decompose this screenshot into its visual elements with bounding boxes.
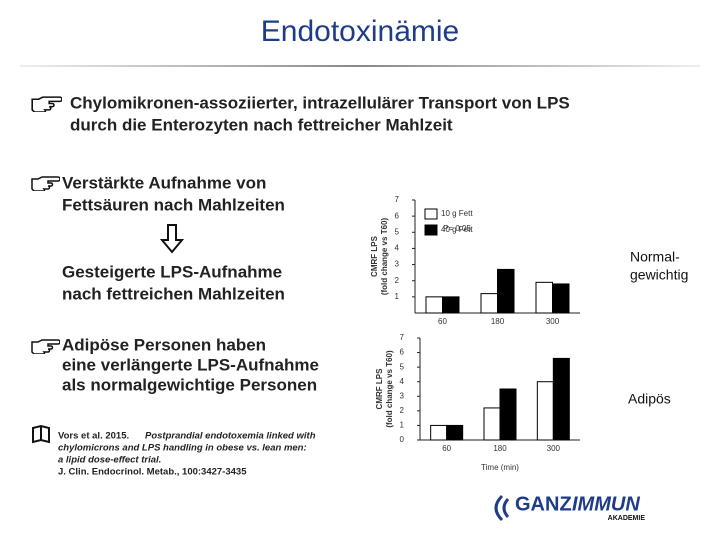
legend-label: 40 g Fett [441, 225, 473, 234]
bullet-text: eine verlängerte LPS-Aufnahme [62, 355, 319, 374]
y-tick-label: 2 [400, 406, 405, 415]
bullet-icon [31, 176, 60, 191]
bullet-text: als normalgewichtige Personen [62, 375, 317, 394]
ref-title: a lipid dose-effect trial. [58, 455, 161, 466]
logo-part2: IMMUN [572, 493, 640, 515]
y-tick-label: 3 [400, 391, 405, 400]
y-tick-label: 7 [400, 333, 405, 342]
bar [483, 407, 501, 441]
y-tick-label: 3 [395, 260, 400, 269]
bar [536, 381, 554, 441]
title-rule [20, 65, 700, 67]
bullet-icon [31, 339, 60, 354]
logo-sub: AKADEMIE [608, 515, 646, 522]
y-tick-label: 7 [395, 195, 400, 204]
x-axis-label: Time (min) [481, 463, 519, 472]
bullet-text: Verstärkte Aufnahme von [62, 173, 266, 192]
bar [442, 296, 460, 314]
side-label: gewichtig [630, 267, 688, 283]
x-tick-label: 180 [491, 317, 505, 326]
bar [497, 268, 515, 314]
x-tick-label: 180 [493, 444, 507, 453]
y-tick-label: 5 [400, 362, 405, 371]
y-tick-label: 4 [395, 244, 400, 253]
x-tick-label: 60 [438, 317, 447, 326]
bar [480, 293, 498, 314]
bar [535, 281, 553, 314]
y-tick-label: 1 [400, 421, 405, 430]
consequence-text: Gesteigerte LPS-Aufnahme [62, 262, 282, 281]
y-tick-label: 6 [395, 211, 400, 220]
bar [552, 357, 570, 441]
bar [446, 424, 464, 441]
y-axis-label: CMRF LPS(fold change vs T60) [370, 217, 389, 295]
side-label: Normal- [630, 249, 680, 265]
logo-part1: GANZ [515, 493, 572, 515]
bar [552, 283, 570, 314]
y-tick-label: 4 [400, 377, 405, 386]
y-tick-label: 5 [395, 227, 400, 236]
ref-title: Postprandial endotoxemia linked with [145, 431, 316, 442]
consequence-text: nach fettreichen Mahlzeiten [62, 284, 285, 303]
down-arrow [159, 224, 185, 254]
y-tick-label: 1 [395, 292, 400, 301]
y-tick-label: 6 [400, 348, 405, 357]
legend-swatch [424, 224, 438, 236]
annotation: P= 0.05 [443, 224, 471, 233]
bar [499, 388, 517, 441]
bullet-text: Fettsäuren nach Mahlzeiten [62, 195, 285, 214]
ref-author: Vors et al. 2015. [58, 431, 129, 442]
bullet-text: Adipöse Personen haben [62, 335, 266, 354]
x-tick-label: 60 [442, 444, 451, 453]
book-icon [32, 424, 50, 444]
bar [430, 424, 448, 441]
ref-title: chylomicrons and LPS handling in obese v… [58, 443, 307, 454]
y-axis-label: CMRF LPS(fold change vs T60) [375, 350, 394, 428]
logo-mark [494, 494, 510, 522]
y-tick-label: 2 [395, 276, 400, 285]
bullet-text: durch die Enterozyten nach fettreicher M… [70, 115, 453, 134]
bar [425, 296, 443, 314]
x-tick-label: 300 [547, 444, 561, 453]
title: Endotoxinämie [261, 15, 459, 48]
ref-journal: J. Clin. Endocrinol. Metab., 100:3427-34… [58, 467, 247, 478]
y-tick-label: 0 [400, 435, 405, 444]
bullet-icon [31, 96, 62, 112]
logo [488, 488, 660, 524]
bullet-text: Chylomikronen-assoziierter, intrazellulä… [70, 93, 570, 112]
legend-swatch [424, 208, 438, 220]
x-tick-label: 300 [546, 317, 560, 326]
side-label: Adipös [628, 391, 671, 407]
legend-label: 10 g Fett [441, 209, 473, 218]
